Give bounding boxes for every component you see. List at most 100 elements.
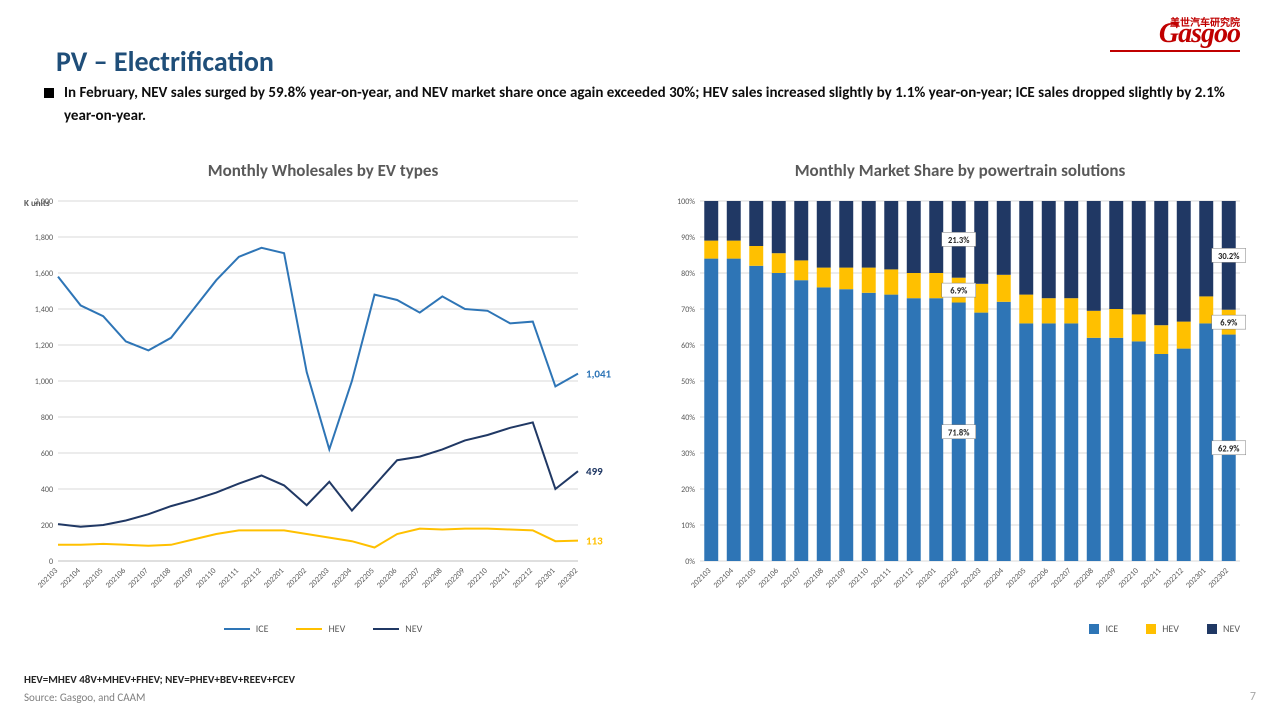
svg-text:202210: 202210 bbox=[1117, 566, 1141, 590]
svg-text:60%: 60% bbox=[681, 341, 695, 351]
svg-text:202211: 202211 bbox=[488, 566, 512, 590]
bar-chart-title: Monthly Market Share by powertrain solut… bbox=[660, 160, 1260, 181]
svg-text:202106: 202106 bbox=[757, 566, 781, 590]
svg-text:202110: 202110 bbox=[194, 566, 218, 590]
svg-text:113: 113 bbox=[586, 535, 603, 548]
svg-text:202202: 202202 bbox=[937, 566, 961, 590]
line-chart-container: Monthly Wholesales by EV types K units 0… bbox=[18, 160, 628, 660]
svg-text:202209: 202209 bbox=[443, 566, 467, 590]
svg-text:10%: 10% bbox=[681, 521, 695, 531]
svg-text:202204: 202204 bbox=[330, 566, 354, 590]
bullet-icon bbox=[44, 88, 54, 98]
svg-text:30%: 30% bbox=[681, 449, 695, 459]
svg-text:202210: 202210 bbox=[465, 566, 489, 590]
svg-text:202202: 202202 bbox=[285, 566, 309, 590]
svg-text:1,000: 1,000 bbox=[35, 377, 53, 387]
svg-text:202109: 202109 bbox=[824, 566, 848, 590]
svg-text:202206: 202206 bbox=[1027, 566, 1051, 590]
svg-text:200: 200 bbox=[41, 521, 53, 531]
svg-text:20%: 20% bbox=[681, 485, 695, 495]
bullet-text: In February, NEV sales surged by 59.8% y… bbox=[64, 82, 1240, 127]
svg-text:202205: 202205 bbox=[352, 566, 376, 590]
svg-text:202212: 202212 bbox=[1162, 566, 1186, 590]
svg-text:202209: 202209 bbox=[1094, 566, 1118, 590]
svg-text:202208: 202208 bbox=[1072, 566, 1096, 590]
brand-logo: Gasgoo bbox=[1159, 18, 1240, 50]
svg-text:202106: 202106 bbox=[104, 566, 128, 590]
svg-text:202108: 202108 bbox=[802, 566, 826, 590]
svg-text:202207: 202207 bbox=[1049, 566, 1073, 590]
svg-text:499: 499 bbox=[586, 465, 603, 478]
svg-text:202107: 202107 bbox=[126, 566, 150, 590]
svg-text:1,400: 1,400 bbox=[35, 305, 53, 315]
svg-text:71.8%: 71.8% bbox=[948, 428, 969, 438]
svg-text:50%: 50% bbox=[681, 377, 695, 387]
svg-text:70%: 70% bbox=[681, 305, 695, 315]
svg-text:202108: 202108 bbox=[149, 566, 173, 590]
page-number: 7 bbox=[1250, 690, 1256, 704]
svg-text:1,600: 1,600 bbox=[35, 269, 53, 279]
svg-text:202112: 202112 bbox=[239, 566, 263, 590]
y-axis-label: K units bbox=[24, 198, 50, 209]
svg-text:202105: 202105 bbox=[81, 566, 105, 590]
svg-text:1,041: 1,041 bbox=[586, 368, 612, 381]
summary-bullet: In February, NEV sales surged by 59.8% y… bbox=[44, 82, 1240, 127]
page-title: PV – Electrification bbox=[56, 44, 274, 79]
svg-text:202205: 202205 bbox=[1004, 566, 1028, 590]
svg-text:30.2%: 30.2% bbox=[1218, 252, 1239, 262]
svg-text:202112: 202112 bbox=[892, 566, 916, 590]
svg-text:202201: 202201 bbox=[262, 566, 286, 590]
svg-text:202301: 202301 bbox=[1184, 566, 1208, 590]
svg-text:0%: 0% bbox=[685, 557, 695, 567]
legend-item-hev: HEV bbox=[1146, 622, 1179, 635]
svg-text:80%: 80% bbox=[681, 269, 695, 279]
svg-text:1,200: 1,200 bbox=[35, 341, 53, 351]
svg-text:202107: 202107 bbox=[779, 566, 803, 590]
svg-text:202207: 202207 bbox=[398, 566, 422, 590]
svg-text:202302: 202302 bbox=[1207, 566, 1231, 590]
svg-text:202104: 202104 bbox=[58, 566, 82, 590]
svg-text:202110: 202110 bbox=[847, 566, 871, 590]
legend-item-nev: NEV bbox=[373, 622, 422, 635]
legend-item-ice: ICE bbox=[1089, 622, 1118, 635]
logo-underline bbox=[1110, 50, 1240, 52]
svg-text:202105: 202105 bbox=[734, 566, 758, 590]
svg-text:600: 600 bbox=[41, 449, 53, 459]
svg-text:800: 800 bbox=[41, 413, 53, 423]
legend-item-ice: ICE bbox=[224, 622, 269, 635]
svg-text:6.9%: 6.9% bbox=[950, 287, 967, 297]
line-chart-title: Monthly Wholesales by EV types bbox=[18, 160, 628, 181]
svg-text:202204: 202204 bbox=[982, 566, 1006, 590]
svg-text:100%: 100% bbox=[677, 197, 695, 207]
svg-text:202109: 202109 bbox=[171, 566, 195, 590]
legend-item-hev: HEV bbox=[296, 622, 345, 635]
svg-text:21.3%: 21.3% bbox=[948, 236, 969, 246]
svg-text:1,800: 1,800 bbox=[35, 233, 53, 243]
svg-text:202104: 202104 bbox=[712, 566, 736, 590]
source-line: Source: Gasgoo, and CAAM bbox=[24, 691, 145, 704]
svg-text:202203: 202203 bbox=[959, 566, 983, 590]
svg-text:90%: 90% bbox=[681, 233, 695, 243]
svg-text:202203: 202203 bbox=[307, 566, 331, 590]
footnote: HEV=MHEV 48V+MHEV+FHEV; NEV=PHEV+BEV+REE… bbox=[24, 673, 295, 686]
bar-chart-container: Monthly Market Share by powertrain solut… bbox=[660, 160, 1260, 660]
svg-text:202103: 202103 bbox=[689, 566, 713, 590]
svg-text:6.9%: 6.9% bbox=[1220, 319, 1237, 329]
svg-text:202302: 202302 bbox=[556, 566, 580, 590]
svg-text:202201: 202201 bbox=[914, 566, 938, 590]
line-chart-svg: 02004006008001,0001,2001,4001,6001,8002,… bbox=[18, 181, 628, 611]
svg-text:202111: 202111 bbox=[217, 566, 241, 590]
svg-text:202111: 202111 bbox=[869, 566, 893, 590]
svg-text:202301: 202301 bbox=[533, 566, 557, 590]
bar-chart-legend: ICE HEV NEV bbox=[660, 622, 1240, 635]
bar-chart-svg: 0%10%20%30%40%50%60%70%80%90%100%2021032… bbox=[660, 181, 1260, 611]
line-chart-legend: ICE HEV NEV bbox=[18, 622, 628, 635]
svg-text:202212: 202212 bbox=[511, 566, 535, 590]
svg-text:40%: 40% bbox=[681, 413, 695, 423]
svg-text:202103: 202103 bbox=[36, 566, 60, 590]
svg-text:62.9%: 62.9% bbox=[1218, 444, 1239, 454]
svg-text:202211: 202211 bbox=[1139, 566, 1163, 590]
svg-text:202206: 202206 bbox=[375, 566, 399, 590]
svg-text:202208: 202208 bbox=[420, 566, 444, 590]
legend-item-nev: NEV bbox=[1207, 622, 1240, 635]
